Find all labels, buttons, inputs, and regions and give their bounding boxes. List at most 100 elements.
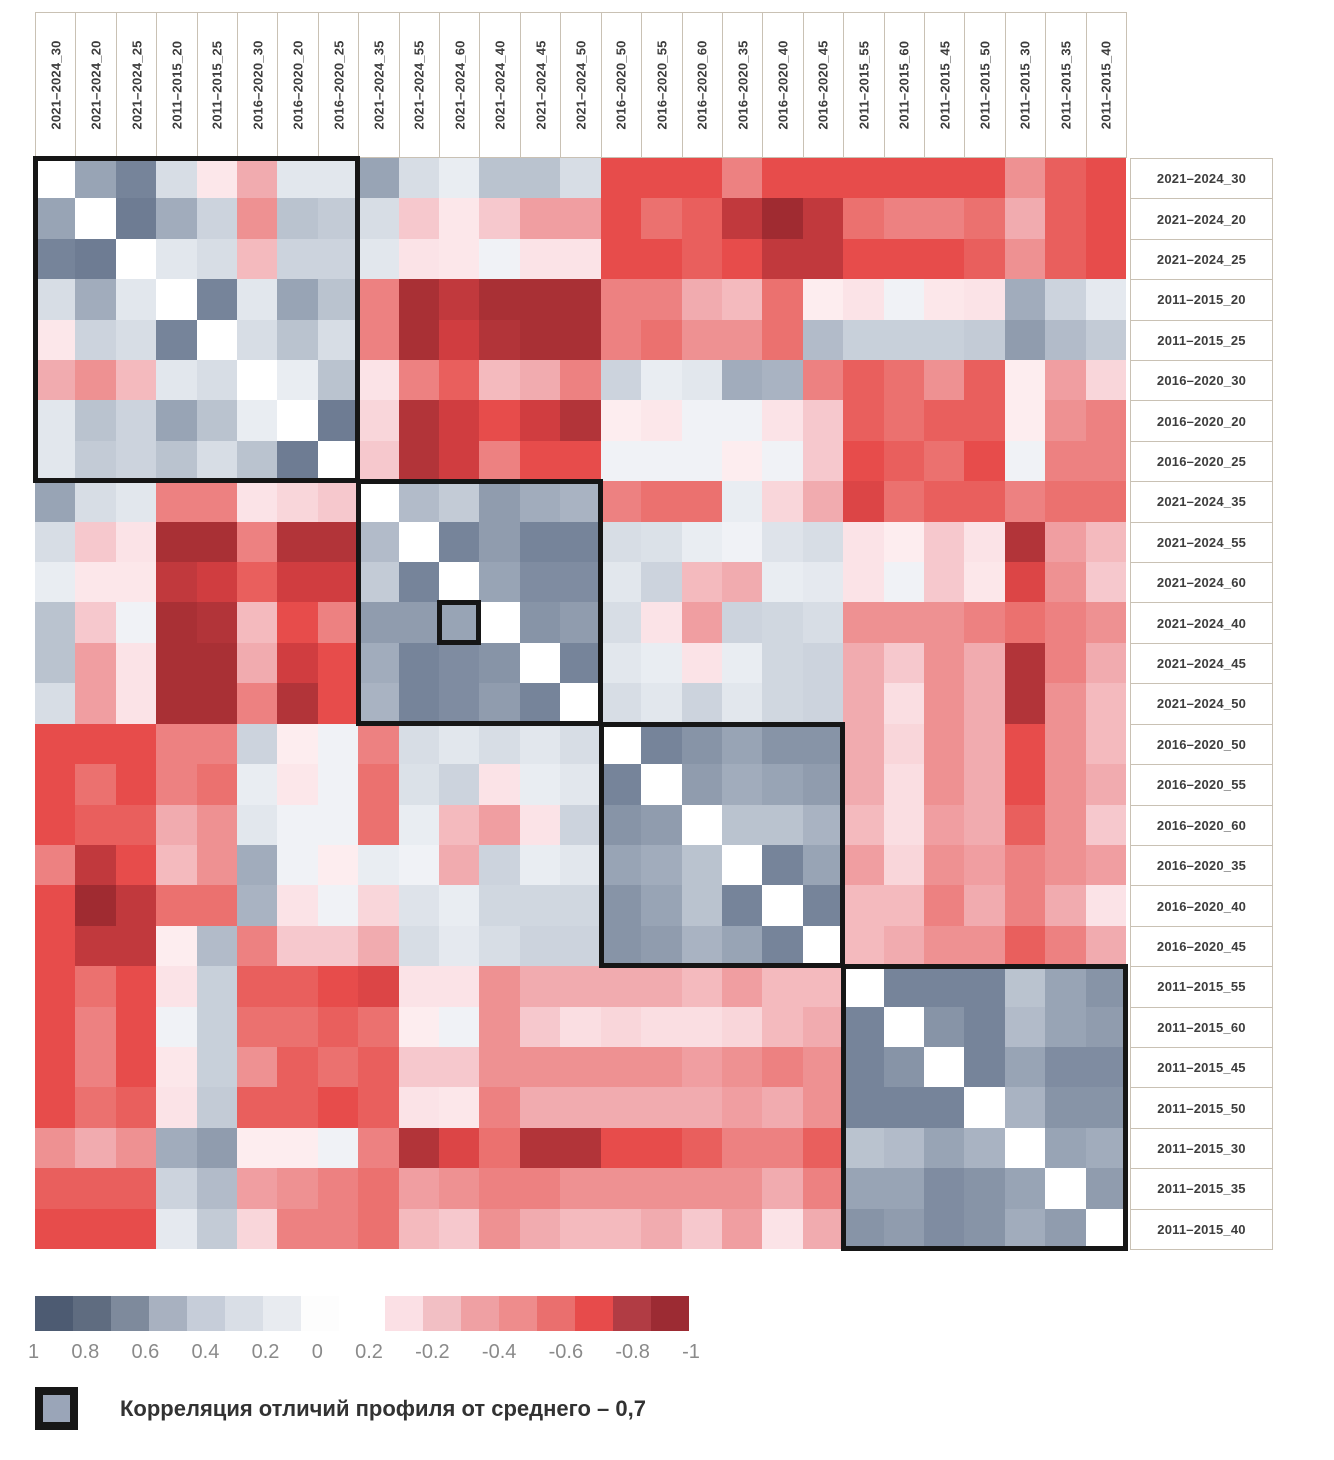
heatmap-cell: [479, 198, 520, 239]
colorbar-segment: [225, 1296, 263, 1331]
heatmap-cell: [439, 279, 480, 320]
row-label: 2021–2024_25: [1130, 238, 1273, 281]
heatmap-cell: [843, 804, 884, 845]
heatmap-cell: [802, 1046, 844, 1088]
heatmap-cell: [802, 642, 844, 684]
heatmap-cell: [600, 400, 642, 441]
heatmap-cell: [721, 1208, 763, 1249]
heatmap-cell: [75, 279, 116, 320]
heatmap-cell: [277, 764, 318, 805]
heatmap-cell: [1085, 319, 1126, 361]
heatmap-cell: [560, 279, 601, 320]
column-label: 2011–2015_45: [923, 12, 966, 158]
column-label-text: 2016–2020_35: [735, 40, 751, 130]
heatmap-cell: [802, 966, 844, 1007]
heatmap-cell: [802, 844, 844, 886]
heatmap-cell: [115, 966, 157, 1007]
heatmap-cell: [802, 198, 844, 239]
heatmap-cell: [519, 238, 561, 280]
heatmap-cell: [237, 764, 278, 805]
heatmap-cell: [721, 198, 763, 239]
heatmap-cell: [398, 440, 440, 482]
colorbar-segment: [461, 1296, 499, 1331]
heatmap-cell: [883, 1168, 924, 1209]
heatmap-cell: [762, 885, 803, 926]
heatmap-cell: [923, 481, 965, 522]
heatmap-cell: [641, 440, 682, 482]
heatmap-cell: [237, 319, 278, 361]
heatmap-cell: [519, 279, 561, 320]
heatmap-cell: [317, 602, 359, 643]
heatmap-cell: [398, 723, 440, 765]
row-label: 2016–2020_60: [1130, 804, 1273, 846]
row-label: 2021–2024_20: [1130, 198, 1273, 240]
heatmap-cell: [681, 562, 722, 603]
heatmap-cell: [641, 925, 682, 967]
heatmap-cell: [560, 360, 601, 401]
heatmap-cell: [641, 481, 682, 522]
heatmap-cell: [1045, 1006, 1086, 1047]
row-label: 2011–2015_20: [1130, 279, 1273, 321]
heatmap-cell: [439, 966, 480, 1007]
heatmap-cell: [964, 158, 1005, 199]
heatmap-cell: [237, 158, 278, 199]
heatmap-cell: [560, 521, 601, 563]
heatmap-cell: [843, 521, 884, 563]
heatmap-cell: [156, 521, 197, 563]
heatmap-cell: [115, 723, 157, 765]
heatmap-cell: [1004, 602, 1046, 643]
heatmap-cell: [358, 885, 399, 926]
heatmap-cell: [519, 1208, 561, 1249]
heatmap-cell: [398, 1168, 440, 1209]
heatmap-cell: [843, 562, 884, 603]
heatmap-cell: [398, 764, 440, 805]
heatmap-cell: [156, 1127, 197, 1169]
heatmap-cell: [277, 966, 318, 1007]
heatmap-cell: [883, 1046, 924, 1088]
heatmap-cell: [479, 360, 520, 401]
heatmap-cell: [479, 1168, 520, 1209]
heatmap-cell: [75, 562, 116, 603]
colorbar-segment: [301, 1296, 339, 1331]
heatmap-cell: [479, 1046, 520, 1088]
heatmap-cell: [762, 804, 803, 845]
heatmap-cell: [1004, 683, 1046, 724]
heatmap-cell: [762, 1006, 803, 1047]
heatmap-cell: [196, 1046, 238, 1088]
heatmap-cell: [560, 1046, 601, 1088]
column-label: 2011–2015_20: [156, 12, 198, 158]
heatmap-cell: [75, 885, 116, 926]
heatmap-cell: [398, 198, 440, 239]
heatmap-cell: [802, 723, 844, 765]
column-label-text: 2021–2024_55: [411, 40, 427, 130]
colorbar-tick: 0.2: [251, 1341, 280, 1363]
heatmap-cell: [317, 844, 359, 886]
column-label: 2021–2024_40: [479, 12, 521, 158]
heatmap-cell: [923, 723, 965, 765]
heatmap-cell: [237, 279, 278, 320]
heatmap-cell: [923, 360, 965, 401]
heatmap-cell: [923, 279, 965, 320]
heatmap-cell: [358, 1127, 399, 1169]
heatmap-cell: [923, 844, 965, 886]
heatmap-cell: [35, 238, 76, 280]
heatmap-cell: [681, 885, 722, 926]
heatmap-cell: [237, 1168, 278, 1209]
heatmap-cell: [156, 683, 197, 724]
column-label-text: 2021–2024_30: [48, 40, 64, 130]
column-label: 2016–2020_60: [681, 12, 723, 158]
column-label-text: 2016–2020_30: [250, 40, 266, 130]
heatmap-cell: [317, 198, 359, 239]
heatmap-cell: [237, 642, 278, 684]
heatmap-cell: [237, 1006, 278, 1047]
colorbar-segment: [149, 1296, 187, 1331]
heatmap-cell: [843, 238, 884, 280]
row-label: 2016–2020_20: [1130, 400, 1273, 442]
heatmap-cell: [1085, 1046, 1126, 1088]
heatmap-cell: [1004, 966, 1046, 1007]
heatmap-cell: [317, 885, 359, 926]
heatmap-cell: [115, 1087, 157, 1128]
heatmap-cell: [519, 1006, 561, 1047]
heatmap-cell: [479, 844, 520, 886]
heatmap-cell: [439, 562, 480, 603]
